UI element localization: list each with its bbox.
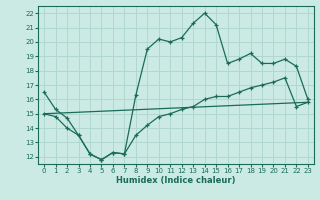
X-axis label: Humidex (Indice chaleur): Humidex (Indice chaleur)	[116, 176, 236, 185]
